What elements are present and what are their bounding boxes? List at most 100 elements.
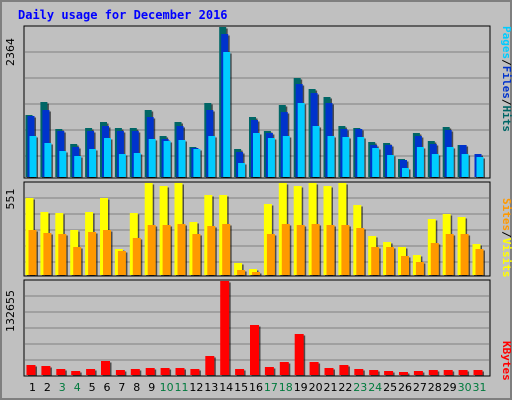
sites-bar bbox=[430, 243, 439, 275]
sites-bar bbox=[103, 230, 111, 275]
pages-bar bbox=[253, 133, 260, 177]
pages-bar bbox=[163, 141, 171, 177]
kbytes-bar bbox=[86, 369, 96, 375]
x-axis-label: 10 bbox=[160, 381, 174, 394]
pages-bar bbox=[118, 154, 126, 177]
sites-bar bbox=[147, 225, 156, 275]
legend-text: / bbox=[500, 231, 512, 238]
kbytes-bar bbox=[428, 370, 438, 375]
x-axis-label: 22 bbox=[338, 381, 352, 394]
legend-text: Pages bbox=[500, 26, 512, 59]
x-axis-label: 18 bbox=[279, 381, 293, 394]
kbytes-bar bbox=[101, 361, 110, 375]
sites-bar bbox=[252, 272, 260, 275]
pages-bar bbox=[89, 149, 97, 177]
sites-bar bbox=[207, 226, 216, 275]
x-axis-label: 20 bbox=[309, 381, 323, 394]
kbytes-bar bbox=[309, 362, 319, 375]
kbytes-bar bbox=[413, 371, 423, 375]
legend-text: Files bbox=[500, 66, 512, 99]
sites-bar bbox=[460, 234, 469, 275]
kbytes-bar bbox=[175, 368, 185, 375]
sites-bar bbox=[58, 234, 67, 275]
x-axis-label: 31 bbox=[473, 381, 487, 394]
sites-bar bbox=[177, 224, 186, 275]
x-axis-label: 26 bbox=[398, 381, 412, 394]
sites-bar bbox=[132, 238, 141, 275]
x-axis-label: 24 bbox=[368, 381, 382, 394]
pages-bar bbox=[402, 168, 409, 177]
sites-bar bbox=[445, 234, 454, 275]
pages-bar bbox=[133, 153, 141, 177]
legend-text: / bbox=[500, 99, 512, 106]
pages-bar bbox=[312, 126, 320, 177]
pages-bar bbox=[357, 137, 365, 177]
legend-text: / bbox=[500, 59, 512, 66]
kbytes-bar bbox=[384, 371, 394, 375]
pages-bar bbox=[342, 137, 350, 177]
kbytes-bar bbox=[354, 369, 364, 375]
pages-bar bbox=[416, 147, 424, 177]
pages-bar bbox=[104, 138, 111, 177]
sites-bar bbox=[73, 247, 82, 275]
kbytes-bar bbox=[115, 370, 125, 375]
kbytes-bar bbox=[145, 368, 155, 375]
sites-bar bbox=[222, 224, 231, 275]
sites-bar bbox=[341, 225, 350, 275]
kbytes-bar bbox=[220, 281, 230, 375]
x-axis-label: 21 bbox=[324, 381, 338, 394]
x-axis-label: 19 bbox=[294, 381, 308, 394]
kbytes-bar bbox=[26, 365, 36, 375]
pages-bar bbox=[297, 103, 305, 177]
x-axis-label: 23 bbox=[353, 381, 367, 394]
sites-bar bbox=[88, 232, 97, 275]
pages-bar bbox=[461, 154, 469, 177]
x-axis-label: 25 bbox=[383, 381, 397, 394]
pages-bar bbox=[74, 156, 82, 177]
kbytes-bar bbox=[41, 366, 51, 375]
pages-bar bbox=[59, 151, 67, 177]
x-axis-label: 16 bbox=[249, 381, 263, 394]
pages-bar bbox=[327, 136, 335, 177]
y-tick-label: 132655 bbox=[4, 290, 17, 332]
y-tick-label: 551 bbox=[4, 189, 17, 210]
sites-bar bbox=[296, 225, 305, 275]
visits-bar bbox=[234, 263, 243, 275]
sites-bar bbox=[43, 233, 52, 275]
sites-bar bbox=[192, 234, 201, 275]
pages-bar bbox=[208, 136, 216, 177]
x-axis-label: 27 bbox=[413, 381, 427, 394]
x-axis-label: 12 bbox=[189, 381, 203, 394]
x-axis-label: 6 bbox=[104, 381, 111, 394]
sites-bar bbox=[371, 247, 380, 275]
pages-bar bbox=[446, 147, 454, 177]
kbytes-bar bbox=[71, 371, 81, 375]
pages-bar bbox=[282, 136, 290, 177]
sites-bar bbox=[475, 249, 484, 275]
sites-bar bbox=[356, 228, 365, 275]
series-legend-hits-files-pages: Pages/Files/Hits bbox=[500, 26, 512, 132]
legend-text: KBytes bbox=[500, 341, 512, 381]
x-axis-label: 2 bbox=[44, 381, 51, 394]
x-axis-label: 8 bbox=[133, 381, 140, 394]
x-axis-label: 30 bbox=[458, 381, 472, 394]
y-tick-label: 2364 bbox=[4, 38, 17, 66]
legend-text: Sites bbox=[500, 198, 512, 231]
x-axis-label: 5 bbox=[89, 381, 96, 394]
x-axis-label: 3 bbox=[59, 381, 66, 394]
x-axis-label: 9 bbox=[148, 381, 155, 394]
sites-bar bbox=[162, 225, 171, 275]
x-axis-label: 28 bbox=[428, 381, 442, 394]
x-axis-label: 17 bbox=[264, 381, 278, 394]
kbytes-bar bbox=[339, 365, 349, 375]
legend-text: Hits bbox=[500, 106, 512, 133]
pages-bar bbox=[238, 163, 246, 177]
kbytes-bar bbox=[160, 368, 170, 375]
series-legend-visits-sites: Sites/Visits bbox=[500, 198, 512, 278]
sites-bar bbox=[117, 251, 126, 275]
sites-bar bbox=[281, 224, 290, 275]
sites-bar bbox=[237, 270, 246, 275]
sites-bar bbox=[401, 256, 409, 275]
kbytes-bar bbox=[205, 356, 215, 375]
